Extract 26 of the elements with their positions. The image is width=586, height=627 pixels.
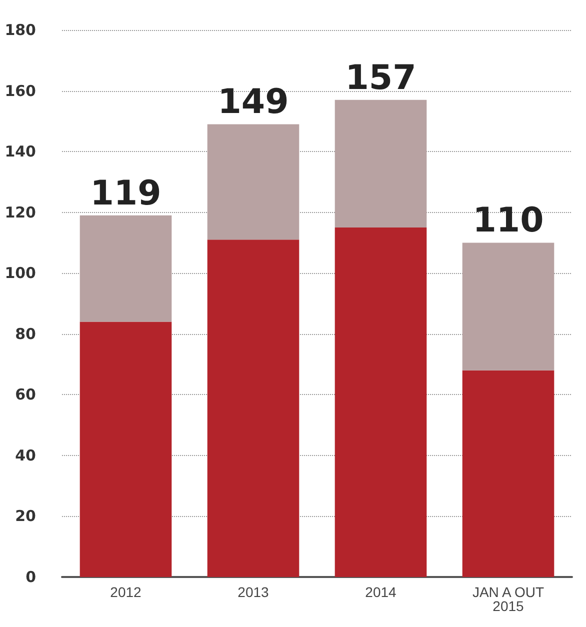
x-tick-label: 2012 <box>110 584 142 600</box>
y-tick-label: 160 <box>4 82 36 100</box>
bar <box>334 228 427 577</box>
bar <box>207 124 300 240</box>
bar <box>462 370 554 577</box>
y-tick-label: 80 <box>15 324 36 343</box>
y-tick-label: 120 <box>4 203 36 222</box>
bar <box>80 215 172 322</box>
y-tick-label: 140 <box>4 142 36 161</box>
y-tick-label: 180 <box>4 21 36 39</box>
bar <box>80 322 172 577</box>
total-label: 110 <box>472 200 544 241</box>
x-tick-label: JAN A OUT 2015 <box>472 584 544 614</box>
y-tick-label: 20 <box>15 507 36 526</box>
bar <box>207 240 300 577</box>
x-tick-label: 2013 <box>238 584 270 600</box>
x-tick-label: 2014 <box>365 584 397 600</box>
total-label: 119 <box>90 173 162 214</box>
bar <box>334 100 427 228</box>
y-tick-label: 100 <box>4 264 36 282</box>
y-tick-label: 60 <box>15 386 36 404</box>
total-label: 149 <box>218 82 289 122</box>
y-tick-label: 40 <box>15 446 36 464</box>
bar <box>462 242 554 370</box>
total-label: 157 <box>345 58 416 98</box>
y-tick-label: 0 <box>26 568 36 586</box>
